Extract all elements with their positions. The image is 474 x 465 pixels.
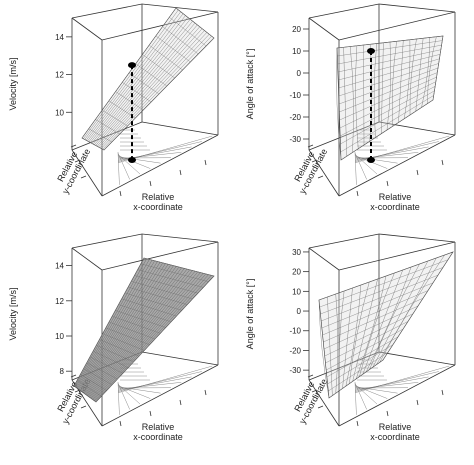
box-edge-top-right [379,234,455,242]
floor-trace-line [118,371,202,391]
z-tick-label: 10 [55,332,64,341]
z-tick-label: 12 [55,71,64,80]
x-tick [417,170,418,175]
z-tick-label: 10 [292,287,301,296]
z-tick-label: 12 [55,297,64,306]
box-edge-top-back [309,4,379,18]
z-tick-label: -30 [289,135,301,144]
z-axis-label: Angle of attack [°] [245,279,255,350]
z-tick-label: -10 [289,327,301,336]
box-edge-floor-front-right [102,135,218,196]
box-edge-top-front [72,248,102,270]
box-edge-floor-back [142,352,218,365]
z-tick-label: 0 [297,307,302,316]
box-edge-top-back [309,234,379,248]
x-axis-label-line: Relative [379,422,412,432]
x-tick [205,390,206,395]
x-axis-label-line: x-coordinate [133,202,183,212]
marker-floor-point [367,157,375,163]
box-edge-top-front [309,248,339,270]
floor-trace-line [355,147,429,161]
floor-trace-line [118,152,181,159]
box-edge-floor-back [142,122,218,135]
x-tick [387,181,388,186]
angle-of-attack-surface-plot-top: -30 -20 -10 0 10 20 Angle of attack [°] Relativ… [237,0,474,230]
floor-traces [118,360,212,415]
z-tick-label: -20 [289,346,301,355]
angle-of-attack-surface-plot-bottom: -30 -20 -10 0 10 20 30 Angle of attack [°] Relat… [237,230,474,460]
surface [337,36,444,160]
x-axis-label-line: Relative [142,422,175,432]
chart-svg: -30 -20 -10 0 10 20 30 Angle of attack [°] Relat… [237,230,474,460]
z-axis-label: Angle of attack [°] [245,49,255,120]
x-tick [387,411,388,416]
y-tick [318,406,323,408]
floor-trace-line [355,377,429,391]
z-tick-label: 20 [292,268,301,277]
y-tick [81,406,86,408]
z-axis-label: Velocity [m/s] [8,57,18,110]
z-tick-label: 14 [55,262,64,271]
z-tick-label: 0 [297,69,302,78]
marker-surface-point [367,48,375,54]
x-tick [357,191,358,196]
x-tick [150,181,151,186]
box-edge-top-right [379,4,455,12]
x-axis-label-line: Relative [142,192,175,202]
y-tick [81,176,86,178]
box-edge-top-back [72,4,142,18]
x-tick [150,411,151,416]
marker-surface-point [128,62,136,68]
y-tick [318,176,323,178]
floor-trace-line [118,366,212,393]
box-edge-top-right [142,234,218,242]
floor-trace-line [355,371,439,391]
z-tick-label: 10 [55,108,64,117]
x-axis-label-line: x-coordinate [370,202,420,212]
x-tick [180,400,181,405]
z-tick-label: 20 [292,25,301,34]
x-axis-label-line: x-coordinate [133,432,183,442]
x-tick [357,421,358,426]
z-tick-label: 10 [292,47,301,56]
box-edge-top-front [309,18,339,40]
z-axis-label: Velocity [m/s] [8,287,18,340]
z-tick-label: -30 [289,366,301,375]
x-tick [205,160,206,165]
z-tick-label: 30 [292,248,301,257]
floor-trace-line [355,152,418,159]
floor-trace-line [118,377,192,391]
floor-trace-line [118,382,181,389]
x-tick [442,390,443,395]
x-tick [417,400,418,405]
z-tick-label: -20 [289,113,301,122]
x-tick [120,191,121,196]
x-tick [120,421,121,426]
z-tick-label: -10 [289,91,301,100]
box-edge-top-back [72,234,142,248]
floor-trace-line [355,382,418,389]
box-edge-top-front [72,18,102,40]
box-edge-floor-back [379,352,455,365]
surface [74,258,214,402]
x-axis-label-line: Relative [379,192,412,202]
x-tick [442,160,443,165]
z-tick-label: 8 [60,367,65,376]
box-edge-top-front-right [339,12,455,40]
marker-floor-point [128,157,136,163]
x-axis-label-line: x-coordinate [370,432,420,442]
z-tick-label: 14 [55,33,64,42]
x-tick [180,170,181,175]
chart-svg: -30 -20 -10 0 10 20 Angle of attack [°] Relativ… [237,0,474,230]
